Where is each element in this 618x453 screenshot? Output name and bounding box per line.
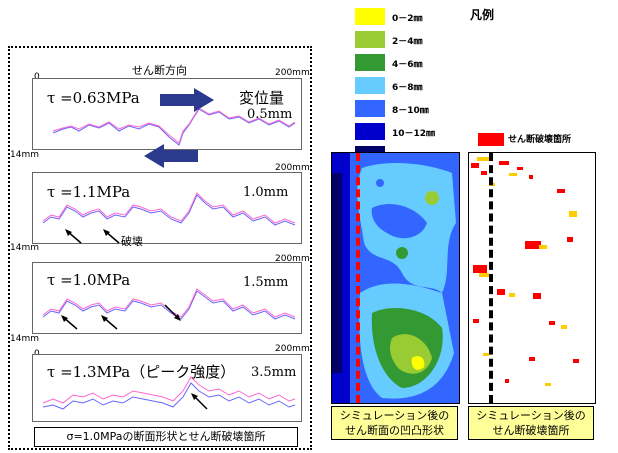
fracture-arrow-icon xyxy=(65,229,82,244)
legend-label: 6－8㎜ xyxy=(392,83,423,93)
profile-line-blue-3 xyxy=(42,290,296,320)
arrow-right-icon xyxy=(160,88,214,112)
displacement-value-1: 0.5mm xyxy=(247,107,293,122)
caption-line: シミュレーション後の xyxy=(339,409,450,422)
surface-map-image xyxy=(332,153,459,403)
fracture-note: 破壊 xyxy=(121,235,143,248)
legend-swatch-0-2 xyxy=(355,8,385,25)
section-marker-red xyxy=(356,153,360,403)
fracture-arrow-icon xyxy=(164,304,181,321)
caption-line: せん断破壊箇所 xyxy=(492,424,570,437)
axis-zero-1: 0 xyxy=(34,72,40,82)
fracture-arrow-icon xyxy=(101,315,118,330)
profiles-caption: σ=1.0MPaの断面形状とせん断破壊箇所 xyxy=(34,427,298,447)
legend-swatch-8-10 xyxy=(355,100,385,117)
profile-plot-4 xyxy=(42,376,296,410)
legend-label: 10－12㎜ xyxy=(392,129,436,139)
axis-end-2: 200mm xyxy=(275,163,310,173)
legend-label: 8－10㎜ xyxy=(392,106,429,116)
shear-stress-label-2: τ =1.1MPa xyxy=(47,183,131,201)
legend-label: 4－6㎜ xyxy=(392,60,423,70)
shear-direction-label: せん断方向 xyxy=(132,64,187,77)
arrow-left-icon xyxy=(144,144,198,168)
fracture-arrow-icon xyxy=(103,229,120,244)
profile-line-pink-2 xyxy=(42,192,296,224)
profile-line-pink-4 xyxy=(42,376,296,404)
profile-plot-2 xyxy=(42,192,296,226)
axis-end-3: 200mm xyxy=(275,254,310,264)
displacement-value-2: 1.0mm xyxy=(243,185,289,200)
legend-swatch-10-12 xyxy=(355,123,385,140)
axis-end-4: 200mm xyxy=(275,344,310,354)
shear-stress-label-1: τ =0.63MPa xyxy=(47,89,140,107)
profiles-frame xyxy=(8,46,312,450)
displacement-value-4: 3.5mm xyxy=(251,365,297,380)
surface-map-caption: シミュレーション後の せん断面の凹凸形状 xyxy=(331,406,458,440)
fracture-arrow-icon xyxy=(191,393,208,410)
profile-line-blue-4 xyxy=(42,382,296,410)
profile-plot-1 xyxy=(52,107,296,146)
fracture-swatch xyxy=(478,133,504,146)
profile-panel-4: τ =1.3MPa（ピーク強度） 3.5mm xyxy=(32,354,302,422)
fracture-map-image xyxy=(471,157,579,386)
fracture-map xyxy=(468,152,596,404)
profile-line-pink-1 xyxy=(52,107,296,144)
section-marker-black xyxy=(489,153,493,403)
legend-label: 0－2㎜ xyxy=(392,14,423,24)
profile-panel-2: τ =1.1MPa 1.0mm 破壊 xyxy=(32,172,302,248)
legend-title: 凡例 xyxy=(470,8,495,22)
legend-swatch-4-6 xyxy=(355,54,385,71)
legend-swatch-6-8 xyxy=(355,77,385,94)
profile-line-blue-1 xyxy=(52,108,296,146)
axis-depth-2: 14mm xyxy=(10,243,39,253)
axis-depth-1: 14mm xyxy=(10,150,39,160)
fracture-legend-label: せん断破壊箇所 xyxy=(508,135,572,145)
axis-depth-3: 14mm xyxy=(10,334,39,344)
profile-line-blue-2 xyxy=(42,194,296,226)
surface-map xyxy=(331,152,460,404)
fracture-map-caption: シミュレーション後の せん断破壊箇所 xyxy=(468,406,594,440)
fracture-arrow-icon xyxy=(61,315,78,330)
caption-line: シミュレーション後の xyxy=(476,409,586,422)
displacement-title: 変位量 xyxy=(239,89,285,107)
profile-plot-3 xyxy=(42,288,296,320)
profile-panel-3: τ =1.0MPa 1.5mm xyxy=(32,262,302,334)
legend-swatch-2-4 xyxy=(355,31,385,48)
profile-panel-1: τ =0.63MPa 変位量 0.5mm xyxy=(32,78,302,150)
profile-line-pink-3 xyxy=(42,288,296,318)
shear-stress-label-4: τ =1.3MPa（ピーク強度） xyxy=(47,363,236,381)
legend-label: 2－4㎜ xyxy=(392,37,423,47)
axis-end-1: 200mm xyxy=(275,68,310,78)
shear-stress-label-3: τ =1.0MPa xyxy=(47,271,131,289)
caption-line: せん断面の凹凸形状 xyxy=(345,424,444,437)
displacement-value-3: 1.5mm xyxy=(243,275,289,290)
